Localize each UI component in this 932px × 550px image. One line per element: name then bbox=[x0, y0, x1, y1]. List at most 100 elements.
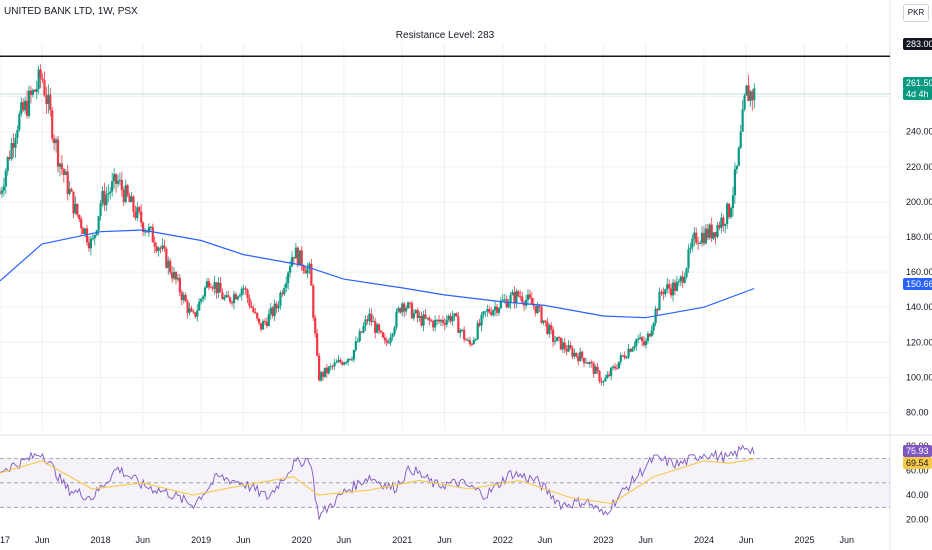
candle-body bbox=[238, 295, 241, 297]
candle-body bbox=[259, 323, 263, 330]
candle-body bbox=[314, 317, 317, 334]
candle-body bbox=[120, 179, 123, 191]
candle-body bbox=[615, 368, 619, 370]
candle-body bbox=[519, 296, 522, 298]
candle-body bbox=[306, 267, 309, 274]
candle-body bbox=[697, 242, 700, 244]
time-tick-label: 2020 bbox=[292, 535, 312, 545]
candle-body bbox=[18, 113, 21, 130]
candle-body bbox=[196, 310, 199, 317]
candle-body bbox=[43, 80, 46, 96]
candle-body bbox=[679, 276, 682, 282]
candle-body bbox=[25, 100, 29, 116]
candle-body bbox=[20, 102, 23, 114]
candle-body bbox=[581, 351, 584, 358]
candle-body bbox=[192, 311, 195, 313]
time-tick-label: 2017 bbox=[0, 535, 10, 545]
candle-body bbox=[526, 294, 530, 300]
candle-body bbox=[64, 171, 67, 175]
candle-body bbox=[381, 332, 385, 338]
candle-body bbox=[455, 313, 458, 317]
candle-body bbox=[70, 188, 73, 192]
candle-body bbox=[300, 250, 303, 267]
candle-body bbox=[126, 185, 129, 196]
candle-body bbox=[149, 226, 152, 228]
candle-body bbox=[403, 303, 406, 312]
candle-body bbox=[292, 257, 296, 259]
candle-body bbox=[354, 341, 357, 350]
candle-body bbox=[550, 325, 553, 330]
candle-body bbox=[376, 324, 379, 333]
candle-body bbox=[416, 310, 419, 318]
candle-body bbox=[323, 367, 327, 377]
candle-body bbox=[169, 260, 172, 273]
candle-body bbox=[360, 331, 363, 333]
candle-body bbox=[83, 228, 87, 234]
price-tick-label: 80.00 bbox=[906, 407, 929, 417]
candle-body bbox=[49, 94, 52, 111]
candle-body bbox=[635, 339, 638, 346]
candle-body bbox=[536, 305, 539, 313]
candle-body bbox=[753, 88, 756, 101]
resistance-price-badge: 283.00 bbox=[903, 38, 932, 50]
candle-body bbox=[337, 359, 340, 363]
candle-body bbox=[364, 319, 367, 326]
candle-body bbox=[430, 320, 433, 322]
candle-body bbox=[698, 242, 702, 244]
candle-body bbox=[414, 310, 417, 313]
candle-body bbox=[488, 309, 491, 313]
candle-body bbox=[10, 143, 13, 160]
candle-body bbox=[517, 291, 520, 297]
candle-body bbox=[567, 344, 570, 352]
currency-selector[interactable]: PKR bbox=[903, 4, 929, 22]
candle-body bbox=[176, 277, 180, 280]
candle-body bbox=[499, 300, 502, 309]
candle-body bbox=[345, 362, 348, 364]
candle-body bbox=[464, 339, 468, 341]
candle-body bbox=[2, 186, 5, 191]
candle-body bbox=[174, 272, 178, 280]
candle-body bbox=[395, 311, 398, 328]
candle-body bbox=[97, 216, 100, 231]
candle-body bbox=[747, 85, 750, 102]
candle-body bbox=[733, 169, 736, 196]
candle-body bbox=[155, 246, 158, 252]
candle-body bbox=[507, 303, 510, 308]
candle-body bbox=[660, 291, 663, 293]
candle-body bbox=[103, 190, 106, 206]
candle-body bbox=[606, 374, 609, 379]
candle-body bbox=[312, 285, 315, 318]
candle-body bbox=[729, 207, 733, 218]
candle-body bbox=[200, 298, 203, 302]
candle-body bbox=[304, 270, 307, 274]
candle-body bbox=[219, 282, 222, 293]
candle-body bbox=[418, 315, 421, 318]
candle-body bbox=[142, 222, 145, 233]
candle-body bbox=[281, 292, 284, 295]
candle-body bbox=[724, 223, 727, 226]
candle-body bbox=[93, 234, 96, 239]
candle-body bbox=[316, 333, 319, 356]
candle-body bbox=[712, 232, 715, 239]
candle-body bbox=[569, 344, 572, 349]
time-tick-label: 2019 bbox=[191, 535, 211, 545]
candle-body bbox=[631, 348, 634, 352]
candle-body bbox=[308, 263, 311, 268]
candle-body bbox=[658, 291, 661, 311]
candle-body bbox=[565, 349, 568, 352]
candle-body bbox=[153, 242, 156, 247]
candle-body bbox=[194, 312, 197, 317]
candle-body bbox=[8, 157, 11, 160]
candle-body bbox=[542, 320, 545, 323]
candle-body bbox=[457, 316, 460, 333]
candle-body bbox=[546, 321, 549, 334]
candle-body bbox=[101, 190, 104, 204]
candle-body bbox=[428, 317, 431, 321]
candle-body bbox=[172, 272, 176, 279]
candle-body bbox=[41, 78, 44, 81]
candle-body bbox=[91, 238, 94, 240]
price-tick-label: 180.00 bbox=[906, 232, 932, 242]
candle-body bbox=[161, 245, 164, 249]
candle-body bbox=[610, 367, 613, 376]
